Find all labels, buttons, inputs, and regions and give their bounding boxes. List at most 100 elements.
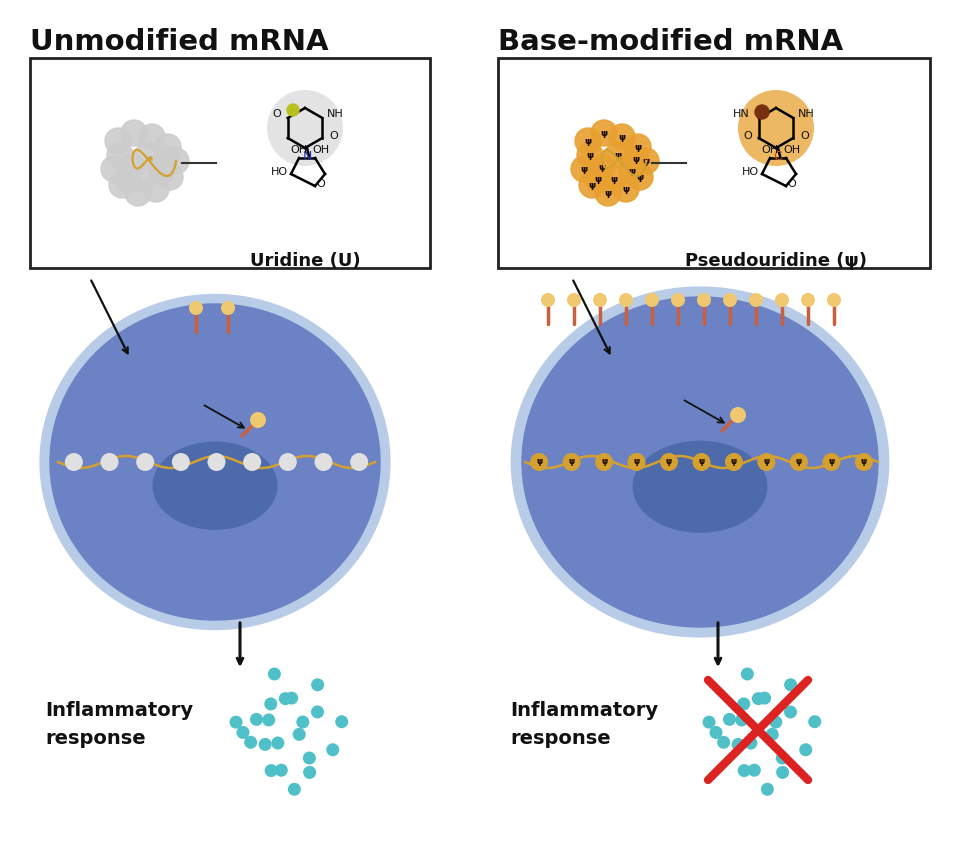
Circle shape xyxy=(105,128,131,154)
Circle shape xyxy=(143,176,169,202)
Text: ψ: ψ xyxy=(796,458,802,466)
Circle shape xyxy=(250,713,263,726)
Text: ψ: ψ xyxy=(618,132,626,142)
Circle shape xyxy=(243,453,261,471)
Circle shape xyxy=(288,783,300,795)
Circle shape xyxy=(229,716,243,728)
Circle shape xyxy=(264,697,277,711)
Circle shape xyxy=(623,146,649,172)
Text: ψ: ψ xyxy=(581,165,588,174)
Circle shape xyxy=(303,766,316,779)
Circle shape xyxy=(311,706,324,718)
Circle shape xyxy=(692,453,710,471)
Circle shape xyxy=(769,716,782,728)
Text: ψ: ψ xyxy=(605,188,612,198)
Text: C: C xyxy=(774,150,782,163)
Text: OH: OH xyxy=(312,145,329,155)
Circle shape xyxy=(155,134,181,160)
Text: N: N xyxy=(302,150,312,163)
Circle shape xyxy=(563,453,581,471)
Circle shape xyxy=(107,142,133,168)
Circle shape xyxy=(157,164,183,190)
Text: ψ: ψ xyxy=(635,142,641,152)
Circle shape xyxy=(595,180,621,206)
Text: ψ: ψ xyxy=(642,157,650,165)
Circle shape xyxy=(723,293,737,307)
Ellipse shape xyxy=(50,304,380,620)
Circle shape xyxy=(633,148,659,174)
Circle shape xyxy=(579,172,605,198)
Circle shape xyxy=(808,715,821,728)
Text: ψ: ψ xyxy=(587,150,593,159)
Circle shape xyxy=(697,293,711,307)
Circle shape xyxy=(326,743,339,756)
Circle shape xyxy=(703,716,715,728)
Circle shape xyxy=(776,751,789,765)
Circle shape xyxy=(250,412,266,428)
Text: HO: HO xyxy=(741,167,758,177)
Text: ψ: ψ xyxy=(666,458,672,466)
Circle shape xyxy=(121,120,147,146)
Circle shape xyxy=(189,301,203,315)
Circle shape xyxy=(302,751,316,765)
Circle shape xyxy=(605,142,631,168)
Text: ψ: ψ xyxy=(588,181,595,189)
Circle shape xyxy=(315,453,332,471)
Circle shape xyxy=(784,678,797,691)
Text: ψ: ψ xyxy=(633,154,639,164)
Text: O: O xyxy=(317,179,325,189)
Circle shape xyxy=(613,176,639,202)
Circle shape xyxy=(272,737,284,750)
Circle shape xyxy=(627,164,653,190)
Circle shape xyxy=(131,166,157,192)
Circle shape xyxy=(609,124,635,150)
Circle shape xyxy=(221,301,235,315)
Circle shape xyxy=(854,453,873,471)
Circle shape xyxy=(755,105,769,119)
Circle shape xyxy=(285,692,299,705)
Circle shape xyxy=(125,180,151,206)
Circle shape xyxy=(541,293,555,307)
Circle shape xyxy=(311,678,324,691)
Text: OH: OH xyxy=(761,145,779,155)
Circle shape xyxy=(236,726,250,739)
Circle shape xyxy=(709,726,723,739)
Circle shape xyxy=(101,453,118,471)
Circle shape xyxy=(735,713,748,727)
Text: O: O xyxy=(273,109,281,119)
Ellipse shape xyxy=(512,287,889,637)
Circle shape xyxy=(737,697,751,711)
Text: ψ: ψ xyxy=(861,458,867,466)
Circle shape xyxy=(732,738,745,750)
Circle shape xyxy=(297,716,309,728)
Text: ψ: ψ xyxy=(601,458,607,466)
Text: ψ: ψ xyxy=(622,185,630,193)
Text: O: O xyxy=(329,131,338,141)
Circle shape xyxy=(730,407,746,423)
Text: O: O xyxy=(800,131,808,141)
Text: ψ: ψ xyxy=(611,175,617,183)
Circle shape xyxy=(748,764,761,777)
Circle shape xyxy=(139,124,165,150)
Circle shape xyxy=(827,293,841,307)
Text: response: response xyxy=(510,728,611,747)
Circle shape xyxy=(109,172,135,198)
Circle shape xyxy=(625,134,651,160)
Circle shape xyxy=(761,783,774,795)
Text: ψ: ψ xyxy=(568,458,575,466)
Circle shape xyxy=(275,764,288,777)
Text: OH: OH xyxy=(783,145,801,155)
Circle shape xyxy=(757,453,776,471)
Ellipse shape xyxy=(522,297,878,627)
Circle shape xyxy=(744,737,757,750)
Text: ψ: ψ xyxy=(636,172,643,181)
Text: ψ: ψ xyxy=(763,458,770,466)
Circle shape xyxy=(244,736,257,749)
Circle shape xyxy=(790,453,808,471)
Circle shape xyxy=(591,120,617,146)
Circle shape xyxy=(335,715,348,728)
Circle shape xyxy=(278,453,297,471)
Circle shape xyxy=(776,766,789,779)
FancyBboxPatch shape xyxy=(498,58,930,268)
Text: ψ: ψ xyxy=(634,458,639,466)
